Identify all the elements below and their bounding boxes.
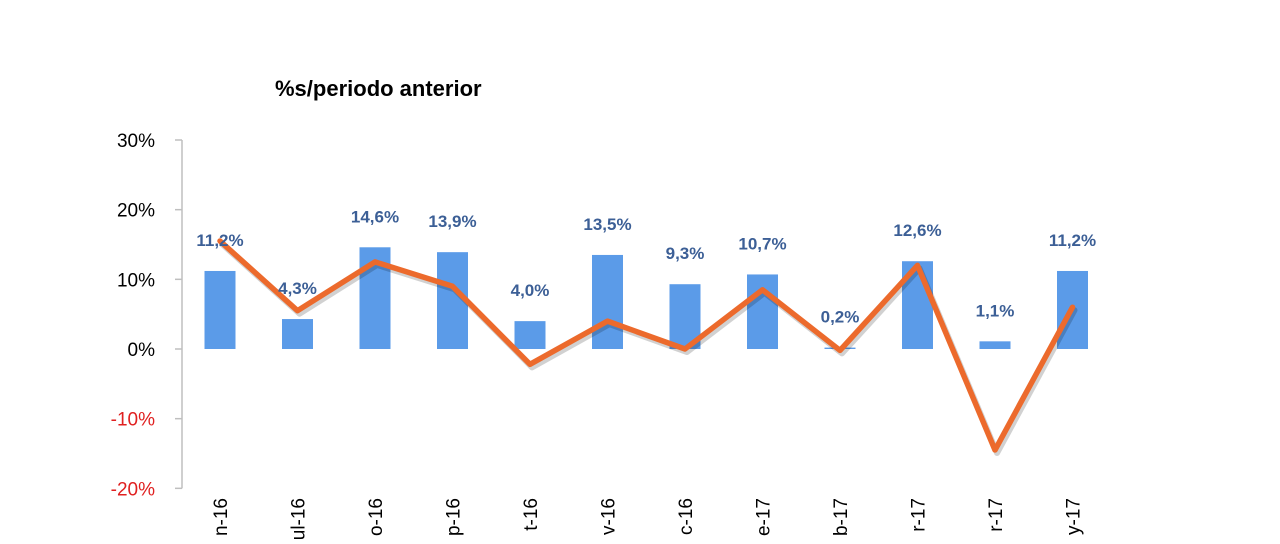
x-tick-label: v-16: [599, 498, 620, 535]
data-label: 11,2%: [1049, 231, 1096, 250]
data-label: 4,3%: [278, 279, 317, 298]
x-tick-label: c-16: [676, 498, 697, 535]
line-series: [217, 238, 1076, 453]
data-label: 10,7%: [738, 234, 786, 253]
bar: [514, 321, 546, 349]
line-layer: [217, 238, 1078, 457]
data-label: 14,6%: [351, 207, 399, 226]
bar: [282, 319, 313, 349]
labels-layer: 11,2% 4,3% 14,6% 13,9% 4,0% 13,5% 9,3% 10,7% 0,2…: [196, 207, 1096, 326]
data-label: 9,3%: [666, 244, 705, 263]
y-tick-label: 0%: [128, 340, 156, 361]
data-label: 13,9%: [428, 212, 476, 231]
bar: [979, 341, 1011, 349]
y-tick-label: -20%: [111, 479, 155, 500]
x-tick-label: b-17: [831, 498, 852, 536]
x-tick-label: p-16: [444, 498, 465, 536]
x-tick-label: r-17: [909, 498, 930, 532]
data-label: 0,2%: [821, 308, 860, 327]
chart-title: %s/periodo anterior: [275, 76, 482, 101]
data-label: 13,5%: [583, 215, 631, 234]
y-tick-label: 20%: [117, 201, 155, 222]
bar: [592, 254, 623, 349]
x-tick-label: n-16: [211, 498, 232, 536]
bar: [747, 274, 778, 349]
data-label: 12,6%: [893, 221, 941, 240]
data-label: 1,1%: [976, 301, 1015, 320]
data-label: 11,2%: [196, 231, 243, 250]
x-tick-label: o-16: [366, 498, 387, 536]
y-tick-label: 30%: [117, 131, 155, 152]
y-tick-label: 10%: [117, 270, 155, 291]
data-label: 4,0%: [511, 281, 550, 300]
x-tick-label: t-16: [521, 498, 542, 531]
x-tick-label: ul-16: [289, 498, 310, 540]
bar: [204, 270, 236, 349]
axis-layer: 30% 20% 10% 0% -10% -20% n-16 ul-16 o-16 p-16 t-16…: [111, 131, 1085, 540]
x-tick-label: y-17: [1064, 498, 1085, 535]
x-tick-label: r-17: [986, 498, 1007, 532]
y-tick-label: -10%: [111, 410, 155, 431]
x-tick-label: e-17: [754, 498, 775, 536]
